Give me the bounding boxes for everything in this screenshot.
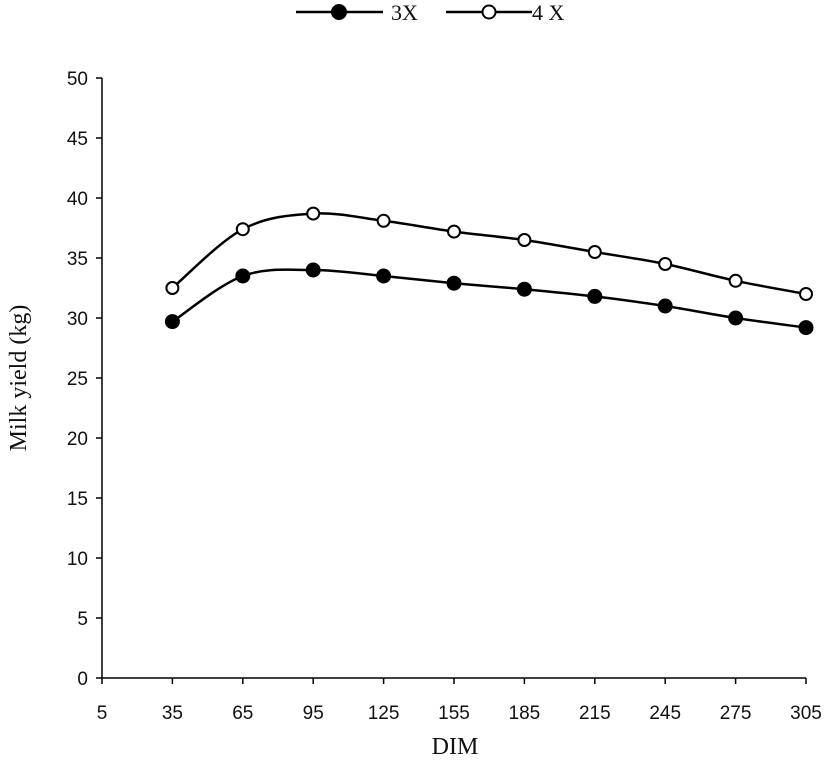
y-tick-label: 35 bbox=[67, 249, 88, 270]
legend-label-3x: 3X bbox=[391, 0, 418, 25]
data-point-4x bbox=[658, 257, 673, 271]
x-tick-label: 305 bbox=[790, 703, 822, 724]
legend-marker-3x bbox=[331, 4, 347, 20]
x-tick-label: 95 bbox=[303, 703, 324, 724]
data-point-3x bbox=[516, 281, 532, 297]
data-point-3x bbox=[164, 314, 180, 330]
data-point-4x bbox=[376, 213, 391, 228]
data-point-3x bbox=[446, 275, 462, 291]
data-point-3x bbox=[587, 288, 603, 304]
data-point-4x bbox=[235, 222, 250, 237]
y-tick-label: 30 bbox=[67, 309, 88, 330]
x-tick-label: 155 bbox=[438, 703, 470, 724]
y-tick-label: 15 bbox=[67, 489, 88, 510]
series-line-4x bbox=[171, 212, 807, 296]
data-point-3x bbox=[728, 310, 744, 326]
y-tick-label: 25 bbox=[67, 369, 88, 390]
legend-marker-4x bbox=[481, 4, 497, 20]
data-point-4x bbox=[165, 281, 180, 295]
legend-label-4x: 4 X bbox=[532, 0, 565, 25]
y-axis-ticks: 0 5 10 15 20 25 30 35 40 45 50 bbox=[67, 69, 102, 690]
y-tick-label: 40 bbox=[67, 189, 88, 210]
data-point-3x bbox=[305, 262, 321, 278]
data-point-3x bbox=[657, 298, 673, 314]
x-axis-ticks: 5 35 65 95 125 155 185 215 245 275 305 bbox=[97, 678, 822, 724]
data-point-3x bbox=[798, 320, 814, 336]
data-point-4x bbox=[447, 224, 461, 239]
x-tick-label: 245 bbox=[649, 703, 681, 724]
series-line-3x bbox=[171, 268, 807, 329]
x-axis-title: DIM bbox=[432, 734, 479, 760]
data-point-4x bbox=[799, 287, 813, 301]
legend-item-4x: 4 X bbox=[446, 0, 565, 25]
data-point-3x bbox=[235, 268, 251, 284]
y-tick-label: 50 bbox=[67, 69, 88, 90]
x-tick-label: 215 bbox=[579, 703, 611, 724]
data-point-4x bbox=[306, 206, 321, 221]
data-point-4x bbox=[517, 233, 532, 247]
data-point-4x bbox=[587, 245, 602, 259]
series-layer bbox=[164, 206, 814, 336]
x-tick-label: 65 bbox=[232, 703, 253, 724]
y-tick-label: 20 bbox=[67, 429, 88, 450]
x-tick-label: 5 bbox=[97, 703, 108, 724]
data-point-3x bbox=[376, 268, 392, 284]
legend-item-3x: 3X bbox=[296, 0, 418, 25]
y-tick-label: 5 bbox=[77, 609, 88, 630]
y-tick-label: 45 bbox=[67, 129, 88, 150]
x-tick-label: 275 bbox=[720, 703, 752, 724]
y-tick-label: 0 bbox=[77, 669, 88, 690]
y-axis-title: Milk yield (kg) bbox=[6, 305, 32, 452]
data-point-4x bbox=[728, 273, 743, 288]
x-tick-label: 125 bbox=[368, 703, 400, 724]
x-tick-label: 185 bbox=[509, 703, 541, 724]
y-tick-label: 10 bbox=[67, 549, 88, 570]
x-tick-label: 35 bbox=[162, 703, 183, 724]
legend: 3X 4 X bbox=[296, 0, 565, 25]
